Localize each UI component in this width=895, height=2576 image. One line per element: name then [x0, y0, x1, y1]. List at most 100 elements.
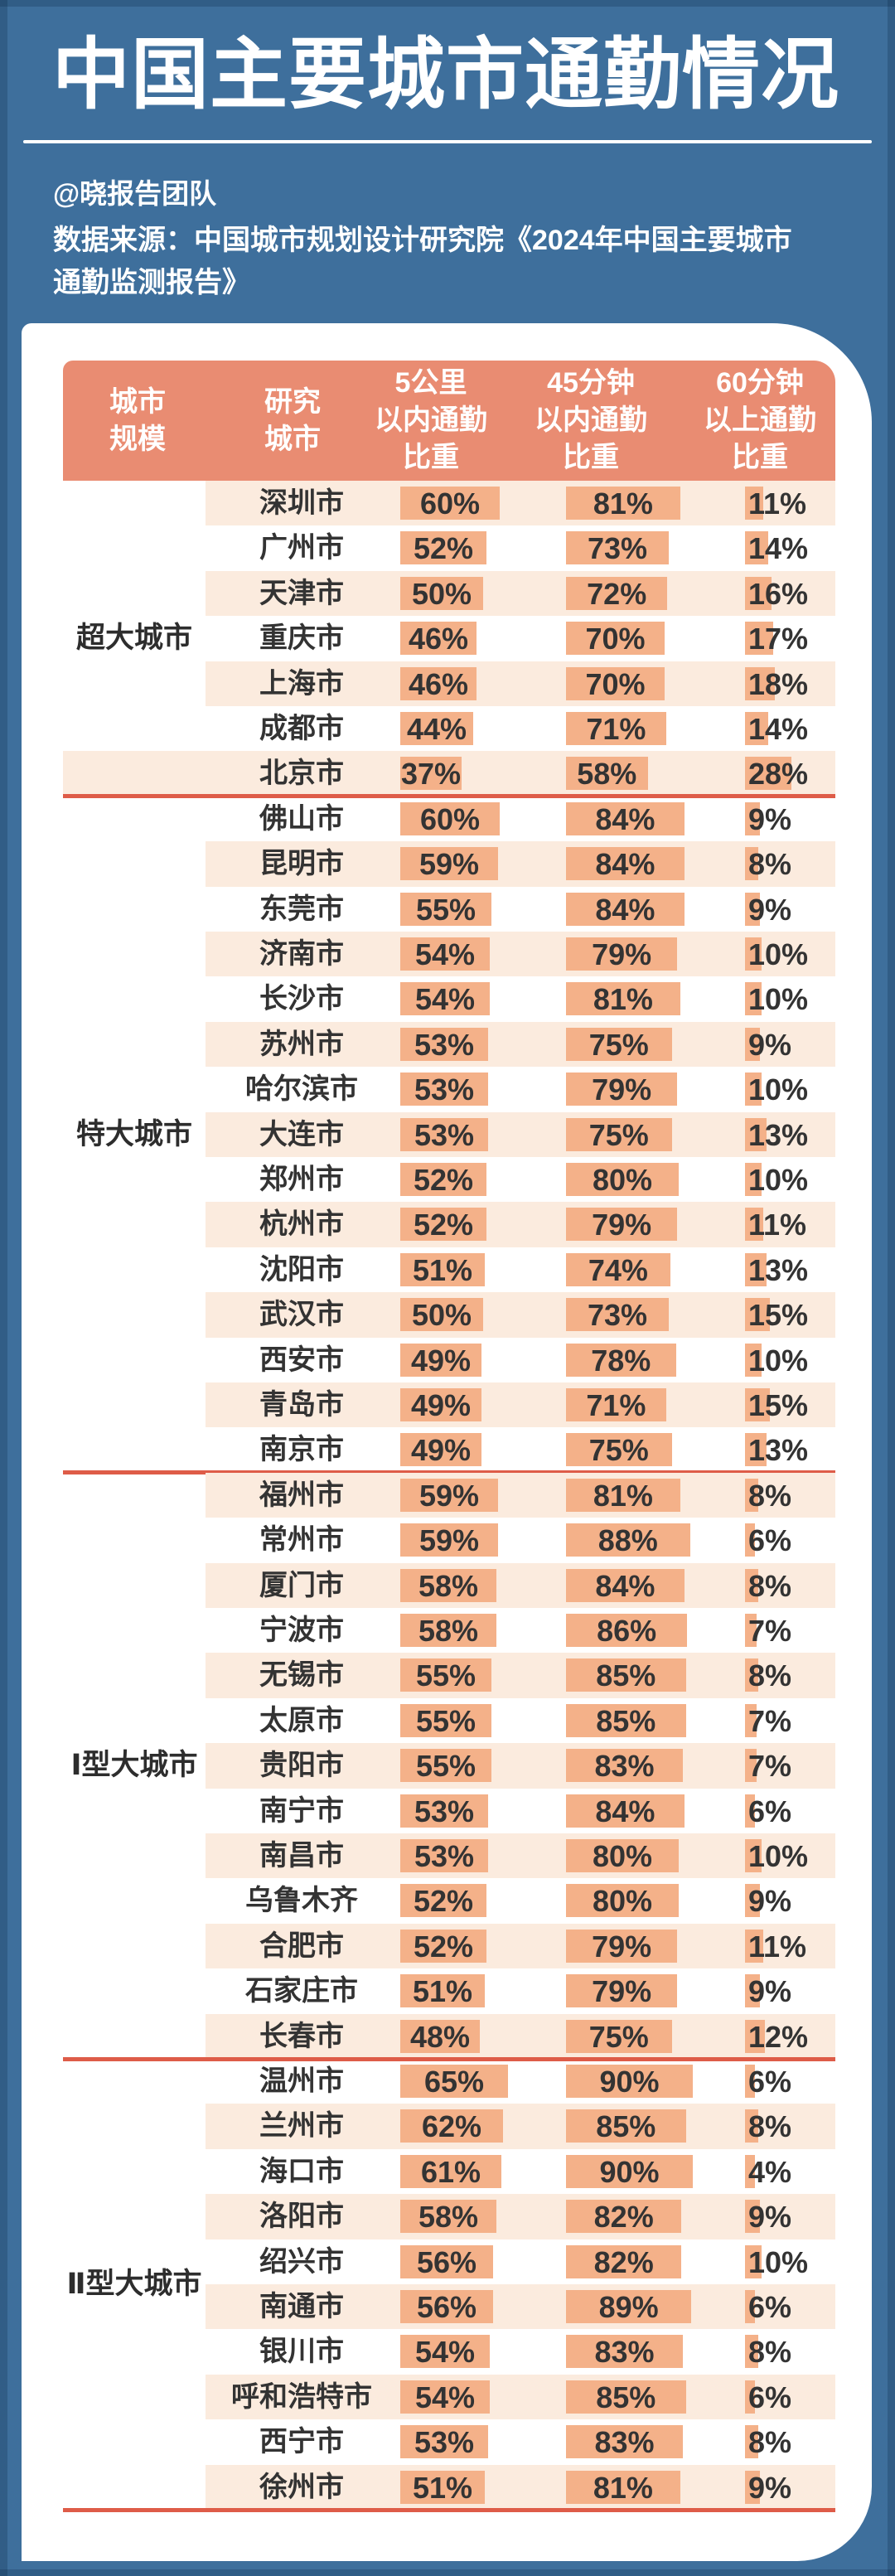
table-header-band: 城市 规模 研究 城市 5公里 以内通勤 比重 45分钟 以内通勤 比重 60分… — [63, 361, 835, 481]
value-label: 52% — [413, 1929, 474, 1963]
value-label: 65% — [423, 2065, 485, 2099]
value-bar-fill — [566, 982, 680, 1016]
row-stripe — [206, 1923, 835, 1969]
value-bar-cell: 7% — [745, 1749, 895, 1783]
value-label: 53% — [414, 1794, 475, 1828]
value-bar-fill — [400, 1884, 486, 1918]
city-name-cell: 重庆市 — [259, 622, 344, 655]
value-bar-cell: 8% — [745, 1568, 895, 1603]
value-bar-cell: 90% — [566, 2065, 732, 2099]
value-label: 75% — [588, 1027, 649, 1062]
value-bar-cell: 6% — [745, 1523, 895, 1557]
value-label: 60% — [419, 487, 481, 521]
value-bar-fill — [745, 2425, 758, 2459]
city-name-cell: 青岛市 — [259, 1389, 344, 1421]
value-label: 79% — [592, 1929, 652, 1963]
row-stripe — [206, 1562, 835, 1608]
group-separator-line — [63, 2507, 835, 2512]
value-bar-fill — [745, 1658, 758, 1692]
city-name-cell: 温州市 — [259, 2065, 344, 2097]
value-bar-cell: 81% — [566, 1478, 732, 1513]
column-header-45min-share: 45分钟 以内通勤 比重 — [535, 367, 647, 473]
value-bar-cell: 9% — [745, 1974, 895, 2008]
value-bar-fill — [745, 2335, 758, 2369]
value-label: 53% — [414, 1073, 475, 1107]
value-bar-fill — [745, 1298, 770, 1332]
value-bar-fill — [400, 1749, 491, 1783]
value-bar-fill — [745, 1749, 757, 1783]
value-label: 49% — [410, 1343, 472, 1378]
city-name-cell: 绍兴市 — [259, 2245, 344, 2278]
value-label: 56% — [416, 2244, 477, 2279]
value-bar-cell: 85% — [566, 2109, 732, 2143]
value-bar-fill — [566, 2109, 686, 2143]
value-bar-cell: 65% — [400, 2065, 566, 2099]
value-bar-cell: 12% — [745, 2019, 895, 2054]
value-bar-fill — [745, 1252, 767, 1286]
value-bar-fill — [566, 1163, 679, 1196]
value-bar-fill — [566, 666, 665, 700]
value-bar-cell: 58% — [566, 757, 732, 791]
value-bar-cell: 73% — [566, 531, 732, 565]
value-label: 16% — [748, 576, 809, 611]
row-stripe — [206, 570, 835, 617]
value-bar-fill — [400, 1027, 488, 1061]
city-name-cell: 西宁市 — [259, 2426, 344, 2458]
table-row: 常州市 59% 88% 6% — [63, 1518, 835, 1562]
table-row: 东莞市 55% 84% 9% — [63, 887, 835, 932]
value-bar-cell: 46% — [400, 666, 566, 701]
value-bar-fill — [745, 576, 772, 610]
value-label: 9% — [748, 2200, 792, 2235]
row-stripe — [206, 1021, 835, 1068]
value-bar-fill — [400, 1929, 486, 1963]
value-label: 10% — [748, 2244, 809, 2279]
value-bar-fill — [400, 1117, 488, 1151]
value-bar-fill — [745, 1614, 757, 1647]
value-bar-fill — [400, 937, 490, 971]
table-row: 深圳市 60% 81% 11% — [63, 481, 835, 526]
value-bar-fill — [566, 1298, 670, 1332]
value-label: 78% — [591, 1343, 651, 1378]
value-bar-cell: 16% — [745, 576, 895, 611]
value-bar-cell: 79% — [566, 1929, 732, 1963]
value-bar-cell: 6% — [745, 2290, 895, 2324]
value-label: 79% — [592, 1208, 652, 1242]
value-bar-cell: 53% — [400, 1073, 566, 1106]
value-bar-fill — [400, 2065, 508, 2098]
table-row: 绍兴市 56% 82% 10% — [63, 2239, 835, 2284]
table-card: 城市 规模 研究 城市 5公里 以内通勤 比重 45分钟 以内通勤 比重 60分… — [22, 323, 872, 2561]
value-bar-fill — [745, 757, 791, 791]
value-bar-cell: 60% — [400, 801, 566, 836]
value-bar-cell: 59% — [400, 847, 566, 881]
value-bar-fill — [400, 1523, 498, 1557]
value-bar-cell: 79% — [566, 937, 732, 971]
city-name-cell: 石家庄市 — [245, 1975, 358, 2007]
value-label: 52% — [413, 531, 474, 566]
value-label: 55% — [415, 1658, 477, 1693]
value-label: 14% — [748, 531, 809, 566]
value-bar-cell: 83% — [566, 2425, 732, 2459]
title-divider — [23, 140, 872, 143]
row-stripe — [206, 1653, 835, 1698]
city-name-cell: 呼和浩特市 — [231, 2380, 372, 2413]
value-bar-cell: 75% — [566, 1433, 732, 1467]
table-row: 广州市 52% 73% 14% — [63, 525, 835, 570]
value-bar-cell: 53% — [400, 1839, 566, 1873]
value-bar-fill — [400, 622, 477, 656]
value-bar-cell: 79% — [566, 1974, 732, 2008]
value-bar-cell: 74% — [566, 1252, 732, 1287]
value-label: 8% — [748, 2425, 792, 2460]
value-bar-cell: 59% — [400, 1478, 566, 1513]
value-bar-cell: 53% — [400, 1794, 566, 1828]
value-label: 84% — [595, 892, 656, 927]
value-bar-fill — [566, 2154, 693, 2188]
value-bar-fill — [566, 1703, 686, 1737]
value-bar-fill — [745, 1929, 763, 1963]
value-bar-fill — [400, 1568, 496, 1602]
value-label: 90% — [599, 2065, 660, 2099]
row-stripe — [206, 2284, 835, 2330]
city-name-cell: 成都市 — [259, 713, 344, 744]
value-label: 81% — [593, 487, 653, 521]
city-name-cell: 济南市 — [259, 938, 344, 970]
value-bar-cell: 9% — [745, 1027, 895, 1062]
